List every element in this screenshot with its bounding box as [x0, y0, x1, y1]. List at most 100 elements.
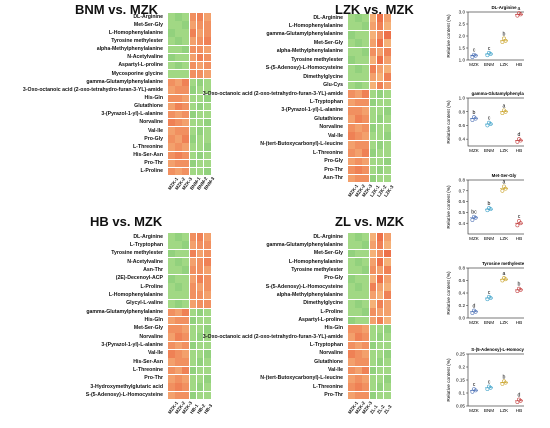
heatmap-cell	[384, 47, 391, 56]
heatmap-cell	[189, 366, 197, 375]
x-tick-label: HB	[516, 236, 522, 241]
heatmap-cell	[355, 123, 362, 132]
heatmap-cell	[355, 241, 362, 250]
data-point	[518, 138, 523, 143]
heatmap-cell	[369, 90, 377, 98]
heatmap-cell	[376, 233, 384, 241]
heatmap-title-hb: HB vs. MZK	[90, 214, 163, 229]
heatmap-cell	[168, 13, 175, 21]
heatmap-row-label: L-Homophenylalanine	[288, 22, 343, 29]
heatmap-cell	[362, 157, 369, 166]
heatmap-cell	[204, 349, 211, 358]
significance-letter: b	[518, 282, 521, 288]
x-tick-label: LZK	[500, 408, 509, 413]
heatmap-cell	[355, 73, 362, 81]
heatmap-cell	[204, 383, 211, 392]
heatmap-cell	[362, 98, 369, 107]
dotplot-4: S-(5-Adenosy)-L-Homocysteine 0.05 0.1 0.15 0…	[446, 347, 524, 413]
y-tick-label: 0.4	[459, 221, 466, 226]
heatmap-row-label: Glu-Cys	[323, 82, 343, 89]
heatmap-cell	[376, 258, 384, 266]
heatmap-cell	[182, 37, 189, 45]
data-point	[503, 277, 508, 282]
heatmap-cell	[376, 106, 384, 115]
heatmap-cell	[348, 266, 355, 275]
y-tick-label: 3.0	[459, 10, 466, 15]
heatmap-cell	[196, 86, 204, 94]
heatmap-cell	[182, 151, 189, 160]
heatmap-cell	[175, 299, 182, 308]
heatmap-row-label: alpha-Methylphenylalanine	[276, 291, 343, 298]
heatmap-cell	[189, 341, 197, 350]
heatmap-cell	[348, 299, 355, 308]
heatmap-cell	[196, 61, 204, 70]
heatmap-cell	[196, 391, 204, 400]
heatmap-cell	[369, 358, 377, 366]
heatmap-cell	[376, 115, 384, 124]
heatmap-cell	[175, 358, 182, 366]
heatmap-cell	[355, 140, 362, 149]
heatmap-row-label: Met-Ser-Gly	[133, 21, 163, 28]
heatmap-row-label: Met-Ser-Gly	[313, 39, 343, 46]
heatmap-row-label: N-(tert-Butoxycarbonyl)-L-leucine	[260, 375, 343, 382]
heatmap-cell	[168, 241, 175, 250]
heatmap-cell	[182, 266, 189, 275]
data-point	[473, 309, 478, 314]
heatmap-cell	[182, 299, 189, 308]
heatmap-cell	[204, 291, 211, 300]
heatmap-cell	[362, 391, 369, 400]
heatmap-row-label: Val-Ile	[328, 132, 343, 139]
heatmap-row-label: gamma-Glutamylphenylalanine	[266, 241, 343, 248]
heatmap-row-label: N-Acetylvaline	[127, 258, 163, 265]
y-tick-label: 0.4	[459, 137, 466, 142]
significance-letter: a	[503, 103, 506, 109]
data-point	[488, 52, 493, 56]
y-axis-label: Relative content (%)	[446, 185, 452, 229]
heatmap-cell	[376, 324, 384, 333]
heatmap-cell	[189, 86, 197, 94]
heatmap-cell	[168, 324, 175, 333]
heatmap-cell	[376, 274, 384, 283]
heatmap-cell	[376, 14, 384, 22]
heatmap-cell	[175, 29, 182, 37]
heatmap-cell	[355, 283, 362, 291]
heatmap-cell	[189, 70, 197, 78]
heatmap-cell	[362, 366, 369, 375]
heatmap-cell	[369, 73, 377, 81]
heatmap-cell	[362, 81, 369, 90]
heatmap-cell	[384, 333, 391, 341]
heatmap-cell	[175, 143, 182, 151]
y-axis-label: Relative content (%)	[446, 100, 452, 144]
heatmap-cell	[384, 274, 391, 283]
data-point	[473, 53, 478, 58]
heatmap-cell	[168, 45, 175, 54]
heatmap-cell	[384, 366, 391, 375]
x-tick-label: BNM	[484, 236, 494, 241]
heatmap-cell	[204, 127, 211, 135]
heatmap-row-label: (2E)-Decenoyl-ACP	[115, 275, 163, 282]
heatmap-cell	[355, 374, 362, 383]
heatmap-cell	[355, 266, 362, 275]
heatmap-cell	[196, 299, 204, 308]
heatmap-cell	[196, 308, 204, 316]
heatmap-cell	[355, 81, 362, 90]
heatmap-cell	[369, 39, 377, 48]
heatmap-cell	[369, 47, 377, 56]
heatmap-cell	[348, 30, 355, 39]
heatmap-cell	[175, 86, 182, 94]
heatmap-cell	[168, 135, 175, 143]
heatmap-cell	[168, 258, 175, 266]
heatmap-cell	[384, 358, 391, 366]
heatmap-divider	[348, 324, 392, 326]
data-point	[503, 186, 508, 191]
heatmap-cell	[362, 90, 369, 98]
heatmap-cell	[362, 174, 369, 183]
heatmap-cell	[348, 98, 355, 107]
heatmap-cell	[355, 316, 362, 325]
data-point	[470, 118, 475, 122]
heatmap-cell	[362, 115, 369, 124]
heatmap-cell	[182, 366, 189, 375]
heatmap-cell	[362, 258, 369, 266]
heatmap-cell	[355, 291, 362, 300]
heatmap-cell	[348, 258, 355, 266]
